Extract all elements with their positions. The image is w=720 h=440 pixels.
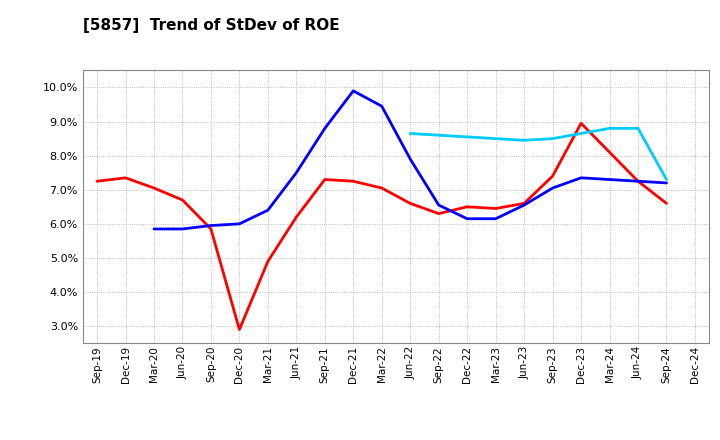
3 Years xyxy=(292,214,301,220)
Line: 5 Years: 5 Years xyxy=(154,91,667,229)
5 Years xyxy=(491,216,500,221)
3 Years xyxy=(463,204,472,209)
Line: 3 Years: 3 Years xyxy=(97,123,667,330)
5 Years xyxy=(207,223,215,228)
3 Years xyxy=(150,185,158,191)
3 Years xyxy=(121,175,130,180)
Line: 7 Years: 7 Years xyxy=(410,128,667,180)
3 Years xyxy=(377,185,386,191)
5 Years xyxy=(320,126,329,131)
5 Years xyxy=(377,103,386,109)
5 Years xyxy=(520,202,528,208)
3 Years xyxy=(520,201,528,206)
5 Years xyxy=(292,170,301,175)
3 Years xyxy=(662,201,671,206)
7 Years xyxy=(491,136,500,141)
7 Years xyxy=(434,132,443,138)
5 Years xyxy=(577,175,585,180)
5 Years xyxy=(662,180,671,186)
3 Years xyxy=(577,121,585,126)
7 Years xyxy=(662,177,671,182)
5 Years xyxy=(235,221,243,227)
3 Years xyxy=(406,201,415,206)
5 Years xyxy=(549,185,557,191)
3 Years xyxy=(93,179,102,184)
7 Years xyxy=(606,126,614,131)
7 Years xyxy=(549,136,557,141)
5 Years xyxy=(606,177,614,182)
3 Years xyxy=(491,206,500,211)
7 Years xyxy=(634,126,642,131)
Text: [5857]  Trend of StDev of ROE: [5857] Trend of StDev of ROE xyxy=(83,18,339,33)
5 Years xyxy=(434,202,443,208)
7 Years xyxy=(406,131,415,136)
7 Years xyxy=(520,138,528,143)
3 Years xyxy=(320,177,329,182)
3 Years xyxy=(434,211,443,216)
7 Years xyxy=(577,131,585,136)
3 Years xyxy=(634,179,642,184)
3 Years xyxy=(207,226,215,231)
5 Years xyxy=(406,156,415,161)
3 Years xyxy=(349,179,358,184)
5 Years xyxy=(349,88,358,93)
5 Years xyxy=(634,179,642,184)
5 Years xyxy=(178,226,186,231)
5 Years xyxy=(463,216,472,221)
5 Years xyxy=(150,226,158,231)
5 Years xyxy=(264,208,272,213)
3 Years xyxy=(178,197,186,202)
7 Years xyxy=(463,134,472,139)
3 Years xyxy=(264,259,272,264)
3 Years xyxy=(606,150,614,155)
3 Years xyxy=(549,173,557,179)
3 Years xyxy=(235,327,243,332)
